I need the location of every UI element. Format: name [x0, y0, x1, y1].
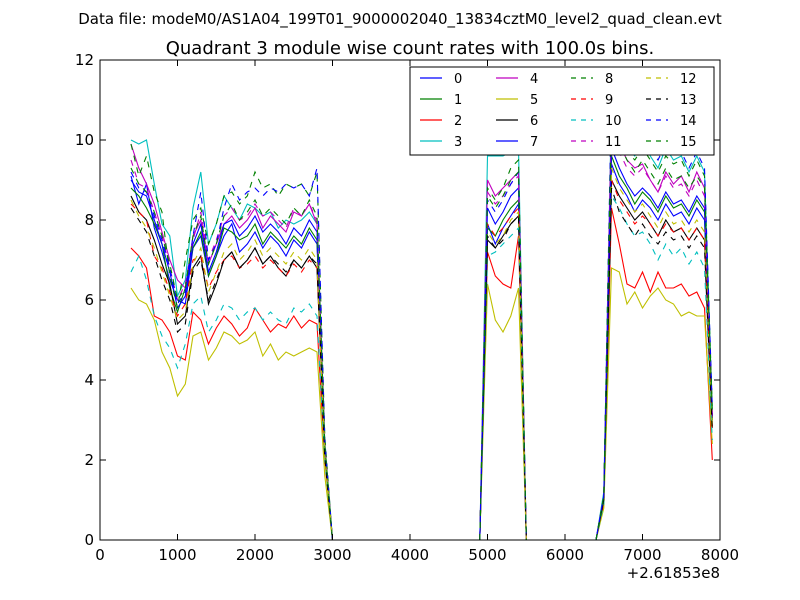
series-10-line — [595, 194, 713, 540]
y-tick-label: 6 — [84, 291, 94, 309]
series-9-line — [130, 203, 334, 540]
series-7-line — [595, 147, 713, 540]
legend-frame — [409, 66, 715, 156]
legend-label-10: 10 — [605, 114, 622, 129]
series-12-line — [130, 199, 334, 540]
legend-label-9: 9 — [605, 93, 613, 108]
x-tick-label: 8000 — [701, 546, 739, 564]
axis-layer: 0 1000 2000 3000 4000 5000 6000 7000 80000246810… — [75, 51, 739, 564]
legend-label-0: 0 — [454, 72, 462, 87]
legend-label-8: 8 — [605, 72, 613, 87]
legend-label-2: 2 — [454, 114, 462, 129]
series-2-line — [130, 247, 334, 540]
series-15-line — [130, 167, 334, 540]
y-tick-label: 4 — [84, 371, 94, 389]
legend-label-5: 5 — [530, 93, 538, 108]
legend-label-4: 4 — [530, 72, 538, 87]
series-12 — [130, 167, 713, 540]
series-1-line — [130, 187, 334, 540]
chart-title: Quadrant 3 module wise count rates with … — [166, 38, 655, 59]
series-13-line — [479, 214, 534, 540]
y-tick-label: 8 — [84, 211, 94, 229]
series-6-line — [595, 179, 713, 540]
legend-label-3: 3 — [454, 135, 462, 150]
legend-label-6: 6 — [530, 114, 538, 129]
x-tick-label: 5000 — [468, 546, 506, 564]
series-13 — [130, 187, 713, 540]
series-0-line — [595, 163, 713, 540]
series-8-line — [595, 99, 713, 540]
series-8-line — [130, 143, 334, 540]
series-9-line — [479, 206, 534, 540]
legend-label-12: 12 — [680, 72, 697, 87]
x-offset-label: +2.61853e8 — [627, 564, 720, 582]
series-15-line — [479, 170, 534, 540]
series-11-line — [130, 159, 334, 540]
series-1-line — [595, 155, 713, 540]
series-5-line — [130, 287, 334, 540]
series-layer — [130, 91, 713, 540]
series-14-line — [130, 167, 334, 540]
series-8 — [130, 99, 713, 540]
x-tick-label: 4000 — [391, 546, 429, 564]
series-2-line — [595, 207, 713, 540]
series-14 — [130, 91, 713, 540]
legend-label-13: 13 — [680, 93, 697, 108]
legend-label-15: 15 — [680, 135, 697, 150]
series-4-line — [130, 143, 334, 540]
series-10-line — [130, 254, 334, 540]
series-15-line — [595, 115, 713, 540]
series-11-line — [595, 123, 713, 540]
series-11-line — [479, 174, 534, 540]
legend-label-14: 14 — [680, 114, 697, 129]
y-tick-label: 2 — [84, 451, 94, 469]
series-7-line — [130, 179, 334, 540]
x-tick-label: 2000 — [236, 546, 274, 564]
suptitle: Data file: modeM0/AS1A04_199T01_90000020… — [78, 10, 722, 29]
legend-label-7: 7 — [530, 135, 538, 150]
x-tick-label: 1000 — [158, 546, 196, 564]
series-5-line — [595, 267, 713, 540]
x-tick-label: 7000 — [623, 546, 661, 564]
series-13-line — [130, 207, 334, 540]
y-tick-label: 10 — [75, 131, 94, 149]
series-14-line — [479, 170, 534, 540]
x-tick-label: 6000 — [546, 546, 584, 564]
series-10 — [130, 194, 713, 540]
series-13-line — [595, 187, 713, 540]
series-9 — [130, 179, 713, 540]
series-11 — [130, 123, 713, 540]
legend-label-11: 11 — [605, 135, 622, 150]
x-tick-label: 3000 — [313, 546, 351, 564]
y-tick-label: 12 — [75, 51, 94, 69]
legend-label-1: 1 — [454, 93, 462, 108]
series-15 — [130, 115, 713, 540]
x-tick-label: 0 — [95, 546, 105, 564]
y-tick-label: 0 — [84, 531, 94, 549]
